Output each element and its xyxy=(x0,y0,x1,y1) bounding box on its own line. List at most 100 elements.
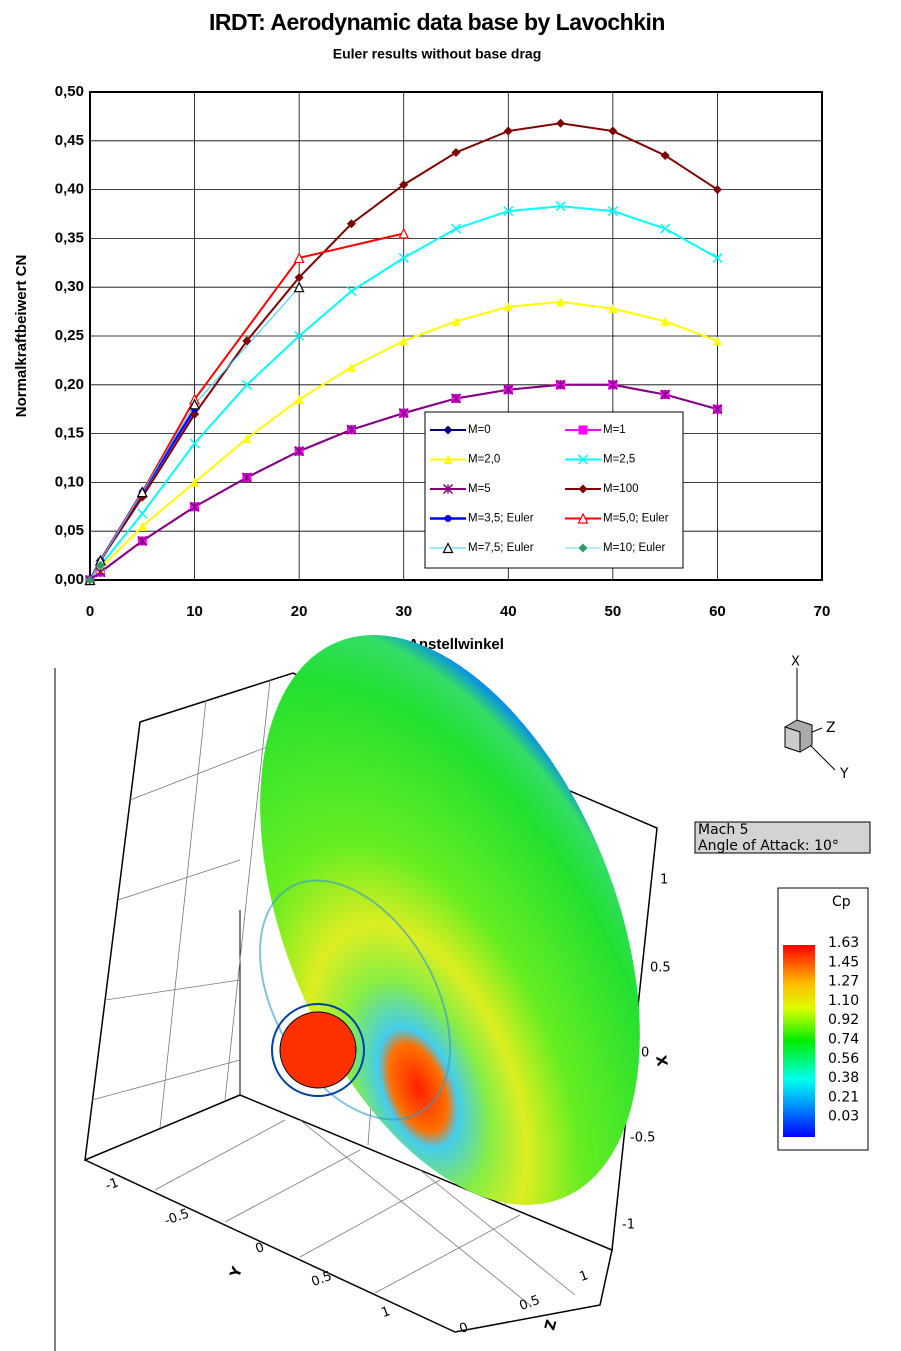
marker xyxy=(189,398,201,410)
marker xyxy=(398,408,409,419)
render-label: Y xyxy=(839,766,849,782)
render-label: 0.38 xyxy=(828,1070,859,1086)
marker xyxy=(503,126,513,136)
marker xyxy=(451,148,461,158)
marker xyxy=(555,201,566,212)
marker xyxy=(503,206,514,217)
marker xyxy=(608,126,618,136)
cone xyxy=(259,635,640,1205)
marker xyxy=(660,150,670,160)
marker xyxy=(293,281,305,293)
colorbar xyxy=(783,945,815,1137)
marker xyxy=(294,446,305,457)
render-label: Cp xyxy=(832,894,851,910)
render-label: X xyxy=(654,1054,672,1068)
marker xyxy=(136,486,148,498)
marker xyxy=(398,227,410,239)
marker xyxy=(85,575,95,585)
marker xyxy=(294,272,304,282)
marker xyxy=(442,542,454,554)
marker xyxy=(660,223,671,234)
marker xyxy=(577,454,589,465)
marker xyxy=(189,501,200,512)
marker xyxy=(450,393,462,404)
marker xyxy=(451,316,461,326)
render-label: X xyxy=(791,655,800,670)
marker xyxy=(398,252,409,263)
render-label: -1 xyxy=(622,1218,635,1233)
render-label: 1 xyxy=(379,1304,392,1321)
marker xyxy=(578,484,588,494)
marker xyxy=(346,219,356,229)
render-label: 1.45 xyxy=(828,954,859,970)
render-label: Angle of Attack: 10° xyxy=(698,838,839,854)
marker xyxy=(577,512,589,524)
legend-label: M=2,0 xyxy=(468,454,500,466)
y-tick-label: 0,05 xyxy=(55,522,84,539)
legend-label: M=0 xyxy=(468,424,491,436)
legend: M=0 M=1 M=2,0 M=2,5 M=5 M=100 M=3,5; Euler M=5,… xyxy=(424,411,684,569)
marker xyxy=(137,521,147,531)
series-line xyxy=(89,122,718,581)
legend-label: M=2,5 xyxy=(603,454,635,466)
y-tick-label: 0,20 xyxy=(55,376,84,393)
marker xyxy=(503,384,514,395)
y-tick-label: 0,50 xyxy=(55,83,84,100)
render-label: 1 xyxy=(660,873,668,888)
legend-box xyxy=(424,411,684,569)
render-label: -0.5 xyxy=(162,1206,191,1229)
legend-label: M=5,0; Euler xyxy=(603,513,669,525)
x-axis-label: Anstellwinkel xyxy=(408,636,504,653)
y-tick-label: 0,45 xyxy=(55,132,84,149)
marker xyxy=(242,433,252,443)
x-tick-label: 60 xyxy=(709,603,726,620)
marker xyxy=(242,336,252,346)
marker xyxy=(190,477,200,487)
series-line xyxy=(89,232,404,581)
marker xyxy=(346,424,357,435)
legend-label: M=3,5; Euler xyxy=(468,513,534,525)
render-label: Y xyxy=(227,1264,246,1281)
caption-box xyxy=(694,821,871,854)
marker xyxy=(294,330,305,342)
marker xyxy=(137,508,148,519)
x-tick-label: 10 xyxy=(186,603,203,620)
render-label: 1 xyxy=(577,1268,590,1285)
y-tick-label: 0,25 xyxy=(55,327,84,344)
render-label: 0.74 xyxy=(828,1032,859,1048)
render-label: Z xyxy=(542,1318,560,1332)
x-tick-label: 0 xyxy=(86,603,94,620)
plot-frame xyxy=(89,91,823,581)
marker xyxy=(444,515,452,522)
render-label: -0.5 xyxy=(630,1131,655,1146)
y-tick-label: 0,40 xyxy=(55,181,84,198)
marker xyxy=(442,483,454,495)
render-label: Mach 5 xyxy=(698,822,749,838)
render-label: 1.10 xyxy=(828,993,859,1009)
render-label: 1.63 xyxy=(828,935,859,951)
marker xyxy=(346,362,356,372)
marker xyxy=(450,223,462,234)
y-axis-label: Normalkraftbeiwert CN xyxy=(13,255,30,418)
chart-title: IRDT: Aerodynamic data base by Lavochkin xyxy=(209,9,665,35)
marker xyxy=(555,379,566,390)
x-tick-label: 20 xyxy=(291,603,308,620)
render-label: 0 xyxy=(641,1046,649,1061)
render-label: 0 xyxy=(457,1320,470,1337)
marker xyxy=(95,560,105,570)
marker xyxy=(712,185,722,195)
marker xyxy=(137,535,148,546)
render-label: 0.5 xyxy=(517,1293,542,1314)
chart-subtitle: Euler results without base drag xyxy=(333,46,542,62)
render-label: 0.56 xyxy=(828,1051,859,1067)
marker xyxy=(241,472,252,483)
legend-label: M=7,5; Euler xyxy=(468,542,534,554)
legend-label: M=5 xyxy=(468,483,491,495)
marker xyxy=(399,336,409,346)
x-tick-label: 50 xyxy=(605,603,622,620)
y-tick-label: 0,10 xyxy=(55,473,84,490)
legend-label: M=1 xyxy=(603,424,626,436)
